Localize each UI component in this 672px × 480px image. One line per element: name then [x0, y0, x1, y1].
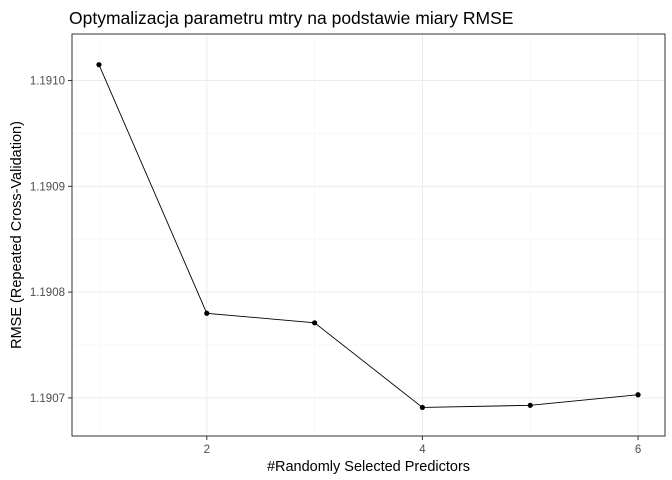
data-point	[527, 402, 533, 408]
chart-title: Optymalizacja parametru mtry na podstawi…	[69, 8, 513, 28]
axis-ticks: 2 4 6 1.1907 1.1908 1.1909 1.1910	[30, 76, 641, 456]
y-tick-label: 1.1908	[30, 287, 65, 299]
panel-border	[71, 33, 666, 437]
major-gridlines	[72, 34, 665, 436]
y-tick-label: 1.1909	[30, 181, 65, 193]
x-tick-label: 6	[635, 444, 641, 456]
minor-gridlines	[72, 34, 665, 436]
x-tick-label: 4	[419, 444, 426, 456]
data-point	[204, 310, 210, 316]
rmse-series	[96, 62, 641, 411]
x-tick-label: 2	[204, 444, 210, 456]
data-point	[311, 320, 318, 326]
data-point	[96, 62, 102, 68]
y-tick-label: 1.1910	[30, 76, 65, 88]
y-axis-title: RMSE (Repeated Cross-Validation)	[9, 121, 25, 349]
y-tick-label: 1.1907	[30, 393, 65, 405]
data-point	[635, 392, 641, 398]
x-axis-title: #Randomly Selected Predictors	[267, 459, 470, 475]
data-point	[419, 404, 426, 411]
rmse-line	[98, 64, 639, 408]
